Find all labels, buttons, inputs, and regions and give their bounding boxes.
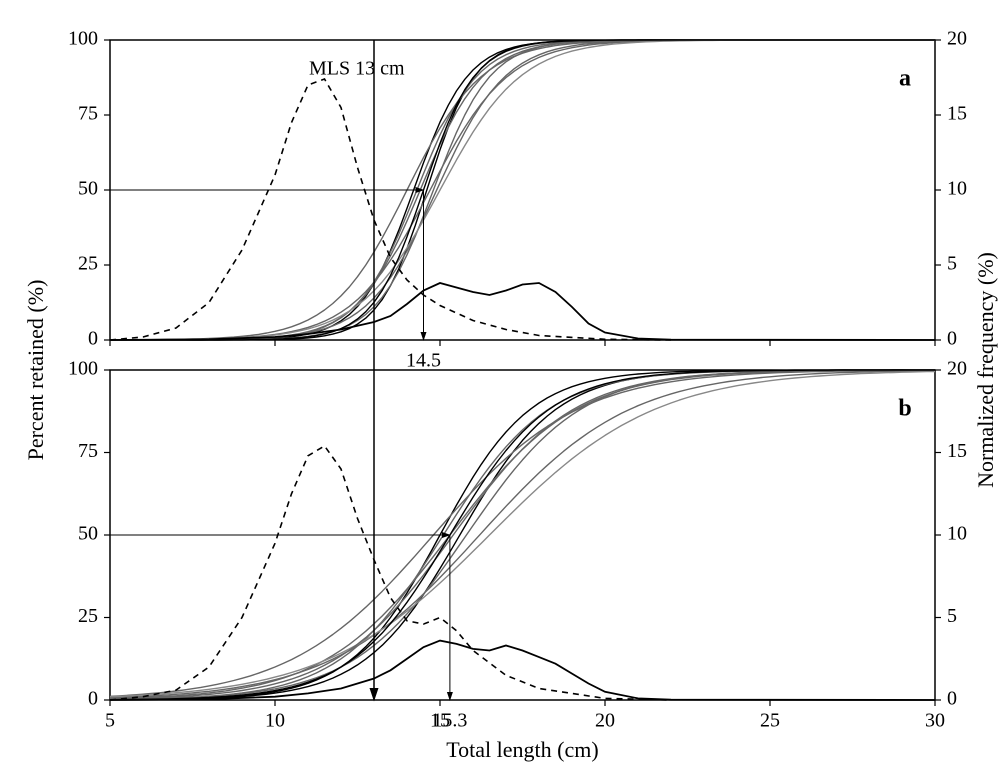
mls-label: MLS 13 cm [309, 58, 405, 80]
ytick-left: 75 [78, 103, 98, 125]
frequency-dashed [110, 446, 671, 700]
ytick-left: 0 [88, 688, 98, 710]
frequency-solid [110, 283, 935, 340]
ytick-left: 25 [78, 253, 98, 275]
ytick-left: 100 [68, 358, 98, 380]
ytick-left: 100 [68, 28, 98, 50]
ytick-right: 10 [947, 178, 967, 200]
y-left-axis-label: Percent retained (%) [23, 280, 48, 461]
xtick: 20 [595, 710, 615, 732]
selectivity-curve [110, 371, 935, 698]
l50-label: 14.5 [406, 350, 441, 372]
selectivity-curve [110, 370, 935, 698]
ytick-right: 0 [947, 688, 957, 710]
ytick-left: 75 [78, 440, 98, 462]
panel-tag: b [898, 396, 911, 422]
ytick-left: 50 [78, 523, 98, 545]
ytick-left: 50 [78, 178, 98, 200]
x-axis-label: Total length (cm) [446, 737, 598, 762]
xtick: 30 [925, 710, 945, 732]
ytick-right: 5 [947, 253, 957, 275]
ytick-right: 0 [947, 328, 957, 350]
ytick-right: 10 [947, 523, 967, 545]
xtick: 5 [105, 710, 115, 732]
xtick: 25 [760, 710, 780, 732]
ytick-left: 0 [88, 328, 98, 350]
y-right-axis-label: Normalized frequency (%) [973, 252, 998, 488]
ytick-right: 20 [947, 28, 967, 50]
l50-label: 15.3 [432, 710, 467, 732]
selectivity-curve [110, 372, 935, 697]
ytick-right: 5 [947, 605, 957, 627]
xtick: 10 [265, 710, 285, 732]
ytick-right: 15 [947, 103, 967, 125]
frequency-dashed [110, 79, 671, 340]
panel-tag: a [899, 66, 911, 92]
ytick-right: 15 [947, 440, 967, 462]
ytick-right: 20 [947, 358, 967, 380]
selectivity-curve [110, 370, 935, 696]
ytick-left: 25 [78, 605, 98, 627]
